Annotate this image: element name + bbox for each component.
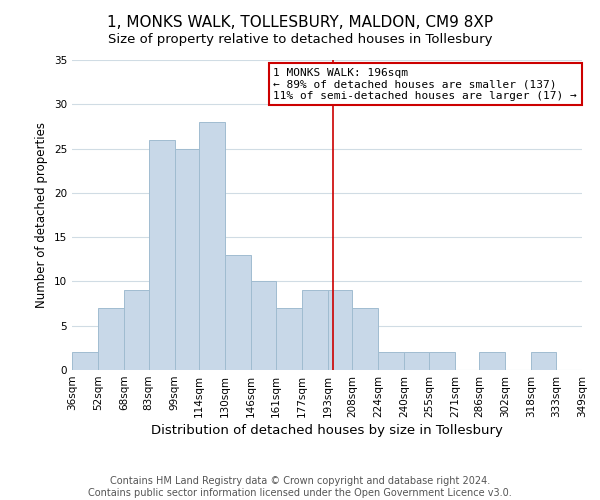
Bar [328, 290, 352, 370]
Bar [532, 352, 556, 370]
Bar [379, 352, 404, 370]
Bar [302, 290, 328, 370]
Text: Contains HM Land Registry data © Crown copyright and database right 2024.
Contai: Contains HM Land Registry data © Crown c… [88, 476, 512, 498]
Bar [582, 352, 600, 370]
Bar [98, 308, 124, 370]
Y-axis label: Number of detached properties: Number of detached properties [35, 122, 49, 308]
Bar [149, 140, 175, 370]
Bar [175, 148, 199, 370]
Bar [124, 290, 149, 370]
Bar [352, 308, 379, 370]
Bar [404, 352, 429, 370]
Bar [72, 352, 98, 370]
Text: 1, MONKS WALK, TOLLESBURY, MALDON, CM9 8XP: 1, MONKS WALK, TOLLESBURY, MALDON, CM9 8… [107, 15, 493, 30]
Bar [429, 352, 455, 370]
X-axis label: Distribution of detached houses by size in Tollesbury: Distribution of detached houses by size … [151, 424, 503, 437]
Text: 1 MONKS WALK: 196sqm
← 89% of detached houses are smaller (137)
11% of semi-deta: 1 MONKS WALK: 196sqm ← 89% of detached h… [274, 68, 577, 101]
Bar [199, 122, 225, 370]
Bar [275, 308, 302, 370]
Text: Size of property relative to detached houses in Tollesbury: Size of property relative to detached ho… [108, 32, 492, 46]
Bar [479, 352, 505, 370]
Bar [225, 255, 251, 370]
Bar [251, 282, 275, 370]
